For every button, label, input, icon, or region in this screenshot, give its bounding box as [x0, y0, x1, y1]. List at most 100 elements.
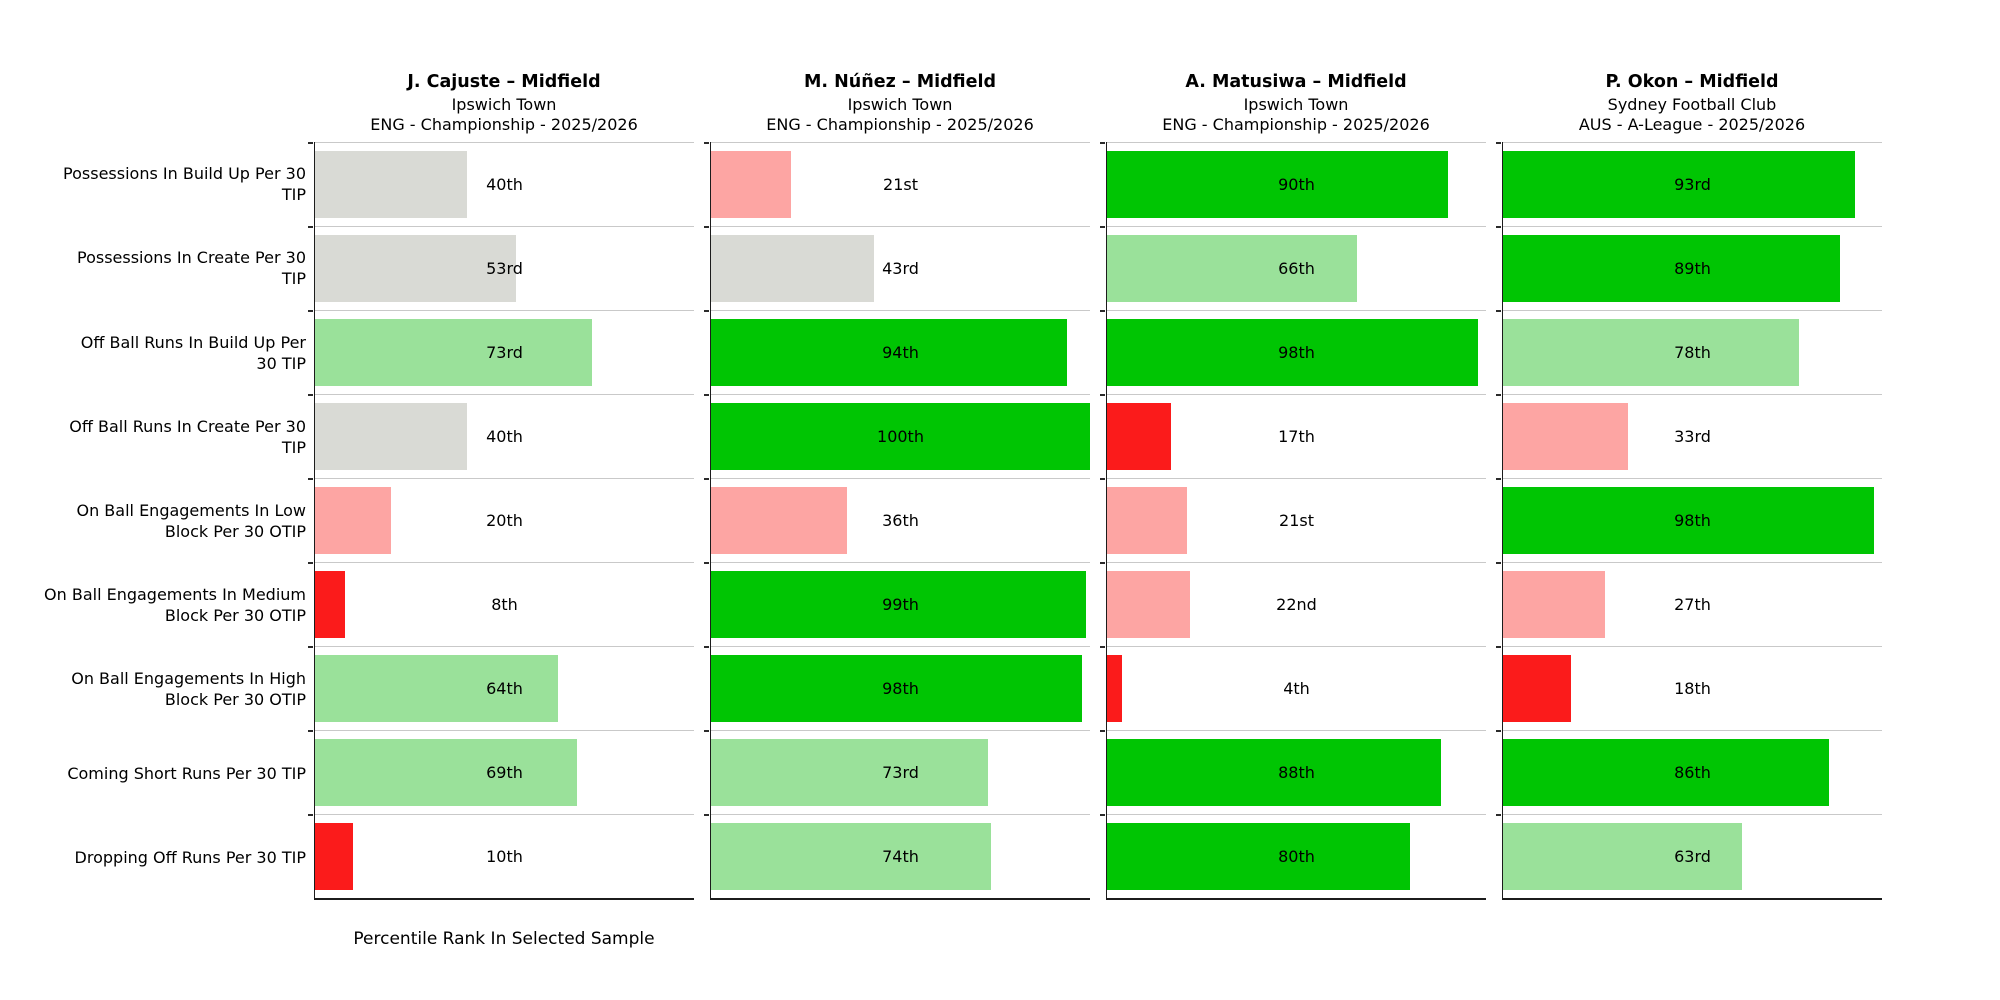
x-axis-label: Percentile Rank In Selected Sample	[353, 929, 655, 949]
player-axes: 90th 66th 98th 17th 21st 22nd 4th 88th 80th	[1100, 141, 1486, 900]
percentile-value: 63rd	[1674, 847, 1711, 866]
metric-row: 53rd	[308, 225, 694, 310]
metric-row: 21st	[1100, 477, 1486, 562]
percentile-value: 22nd	[1276, 595, 1317, 614]
metric-row: 4th	[1100, 645, 1486, 730]
metric-label: Possessions In Build Up Per 30 TIP	[63, 164, 306, 205]
percentile-bar	[315, 739, 577, 806]
percentile-bar	[315, 235, 516, 302]
percentile-bar	[1107, 823, 1411, 890]
player-team: Sydney Football Club	[1607, 95, 1777, 114]
metric-row: 73rd	[704, 729, 1090, 814]
percentile-bar	[1503, 487, 1875, 554]
percentile-value: 86th	[1674, 763, 1711, 782]
metric-row: 18th	[1496, 645, 1882, 730]
player-column: M. Núñez – Midfield Ipswich Town ENG - Cha…	[704, 0, 1090, 1000]
percentile-bar	[315, 571, 346, 638]
percentile-value: 74th	[882, 847, 919, 866]
metric-row: 21st	[704, 141, 1090, 226]
percentile-value: 8th	[491, 595, 518, 614]
metric-row: 36th	[704, 477, 1090, 562]
percentile-value: 98th	[882, 679, 919, 698]
percentile-bar	[711, 655, 1083, 722]
player-team: Ipswich Town	[847, 95, 953, 114]
metric-label: Off Ball Runs In Create Per 30 TIP	[69, 416, 306, 457]
metric-row: 74th	[704, 813, 1090, 898]
percentile-value: 80th	[1278, 847, 1315, 866]
metric-row: 88th	[1100, 729, 1486, 814]
metric-row: 93rd	[1496, 141, 1882, 226]
percentile-bar	[1107, 487, 1187, 554]
player-column: A. Matusiwa – Midfield Ipswich Town ENG - …	[1100, 0, 1486, 1000]
percentile-value: 98th	[1278, 343, 1315, 362]
metric-labels-column: Possessions In Build Up Per 30 TIP Posses…	[0, 142, 306, 900]
percentile-bar	[1503, 151, 1856, 218]
percentile-value: 36th	[882, 511, 919, 530]
percentile-value: 10th	[486, 847, 523, 866]
percentile-value: 94th	[882, 343, 919, 362]
percentile-value: 33rd	[1674, 427, 1711, 446]
player-league: AUS - A-League - 2025/2026	[1578, 115, 1806, 134]
percentile-value: 17th	[1278, 427, 1315, 446]
percentile-bar	[1503, 319, 1799, 386]
percentile-value: 78th	[1674, 343, 1711, 362]
percentile-bar	[711, 235, 874, 302]
player-team: Ipswich Town	[1243, 95, 1349, 114]
percentile-value: 100th	[877, 427, 924, 446]
player-name: A. Matusiwa – Midfield	[1185, 72, 1407, 92]
metric-row: 94th	[704, 309, 1090, 394]
percentile-bar	[315, 403, 467, 470]
player-league: ENG - Championship - 2025/2026	[370, 115, 638, 134]
player-axes: 40th 53rd 73rd 40th 20th 8th 64th 69th 10th	[308, 141, 694, 900]
percentile-bar	[315, 319, 592, 386]
percentile-value: 53rd	[486, 259, 523, 278]
percentile-value: 18th	[1674, 679, 1711, 698]
percentile-value: 88th	[1278, 763, 1315, 782]
player-name: M. Núñez – Midfield	[803, 72, 996, 92]
player-header: J. Cajuste – Midfield Ipswich Town ENG - C…	[314, 71, 694, 135]
metric-row: 40th	[308, 141, 694, 226]
percentile-value: 43rd	[882, 259, 919, 278]
metric-row: 99th	[704, 561, 1090, 646]
metric-row: 40th	[308, 393, 694, 478]
percentile-bar	[711, 151, 791, 218]
metric-row: 100th	[704, 393, 1090, 478]
percentile-value: 4th	[1283, 679, 1310, 698]
percentile-value: 27th	[1674, 595, 1711, 614]
metric-row: 89th	[1496, 225, 1882, 310]
metric-row: 69th	[308, 729, 694, 814]
metric-row: 86th	[1496, 729, 1882, 814]
percentile-bar	[1503, 235, 1841, 302]
player-axes: 21st 43rd 94th 100th 36th 99th 98th 73rd 74th	[704, 141, 1090, 900]
percentile-bar	[711, 571, 1087, 638]
player-name: J. Cajuste – Midfield	[407, 72, 601, 92]
percentile-bar	[315, 655, 558, 722]
metric-row: 8th	[308, 561, 694, 646]
metric-row: 33rd	[1496, 393, 1882, 478]
percentile-bar	[1107, 403, 1172, 470]
percentile-value: 90th	[1278, 175, 1315, 194]
player-axes: 93rd 89th 78th 33rd 98th 27th 18th 86th 63rd	[1496, 141, 1882, 900]
percentile-bar	[315, 151, 467, 218]
percentile-value: 99th	[882, 595, 919, 614]
percentile-bar	[1107, 235, 1358, 302]
metric-label: Off Ball Runs In Build Up Per 30 TIP	[80, 332, 306, 373]
player-header: A. Matusiwa – Midfield Ipswich Town ENG - …	[1106, 71, 1486, 135]
percentile-value: 66th	[1278, 259, 1315, 278]
percentile-value: 93rd	[1674, 175, 1711, 194]
metric-row: 64th	[308, 645, 694, 730]
player-league: ENG - Championship - 2025/2026	[1162, 115, 1430, 134]
metric-row: 22nd	[1100, 561, 1486, 646]
player-name: P. Okon – Midfield	[1605, 72, 1779, 92]
percentile-bar	[1503, 403, 1629, 470]
percentile-bar	[315, 487, 391, 554]
metric-row: 20th	[308, 477, 694, 562]
percentile-bar	[1503, 823, 1742, 890]
percentile-value: 64th	[486, 679, 523, 698]
percentile-value: 98th	[1674, 511, 1711, 530]
player-column: J. Cajuste – Midfield Ipswich Town ENG - C…	[308, 0, 694, 1000]
player-league: ENG - Championship - 2025/2026	[766, 115, 1034, 134]
percentile-bar	[1503, 571, 1606, 638]
metric-row: 98th	[1496, 477, 1882, 562]
